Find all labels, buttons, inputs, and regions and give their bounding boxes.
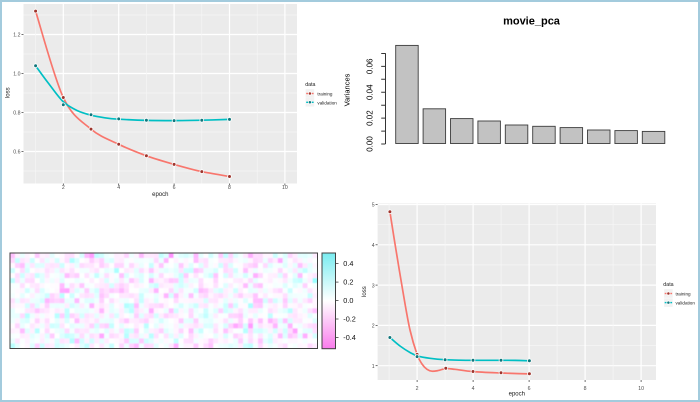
svg-text:0.06: 0.06 [365, 58, 374, 74]
svg-text:0.2: 0.2 [343, 278, 353, 287]
svg-text:6: 6 [528, 386, 531, 392]
svg-text:2: 2 [62, 185, 65, 191]
svg-text:0.8: 0.8 [13, 111, 20, 117]
svg-text:0.6: 0.6 [13, 150, 20, 156]
svg-text:data: data [663, 282, 673, 288]
svg-text:6: 6 [173, 185, 176, 191]
svg-text:0.02: 0.02 [365, 110, 374, 126]
svg-text:1.0: 1.0 [13, 72, 20, 78]
svg-text:5: 5 [372, 203, 375, 209]
svg-text:8: 8 [584, 386, 587, 392]
svg-text:validation: validation [676, 301, 696, 306]
svg-text:0.04: 0.04 [365, 84, 374, 100]
svg-text:data: data [305, 82, 315, 88]
svg-text:epoch: epoch [152, 192, 168, 198]
svg-text:10: 10 [638, 386, 644, 392]
svg-text:4: 4 [117, 185, 120, 191]
svg-text:epoch: epoch [509, 392, 525, 398]
svg-text:movie_pca: movie_pca [503, 16, 561, 28]
svg-text:training: training [676, 292, 692, 297]
svg-text:3: 3 [372, 283, 375, 289]
svg-text:loss: loss [362, 286, 368, 297]
svg-text:0.4: 0.4 [343, 259, 353, 268]
svg-text:2: 2 [372, 324, 375, 330]
svg-text:8: 8 [228, 185, 231, 191]
svg-text:1: 1 [372, 364, 375, 370]
svg-text:4: 4 [472, 386, 475, 392]
svg-text:-0.2: -0.2 [343, 315, 356, 324]
svg-text:10: 10 [282, 185, 288, 191]
svg-text:Variances: Variances [343, 73, 352, 106]
svg-text:loss: loss [6, 87, 12, 98]
svg-text:2: 2 [416, 386, 419, 392]
svg-text:-0.4: -0.4 [343, 333, 356, 342]
svg-text:validation: validation [317, 100, 337, 105]
svg-text:training: training [317, 92, 333, 97]
svg-text:1.2: 1.2 [13, 33, 20, 39]
svg-text:0.00: 0.00 [365, 136, 374, 152]
svg-text:4: 4 [372, 243, 375, 249]
svg-text:0.0: 0.0 [343, 296, 353, 305]
